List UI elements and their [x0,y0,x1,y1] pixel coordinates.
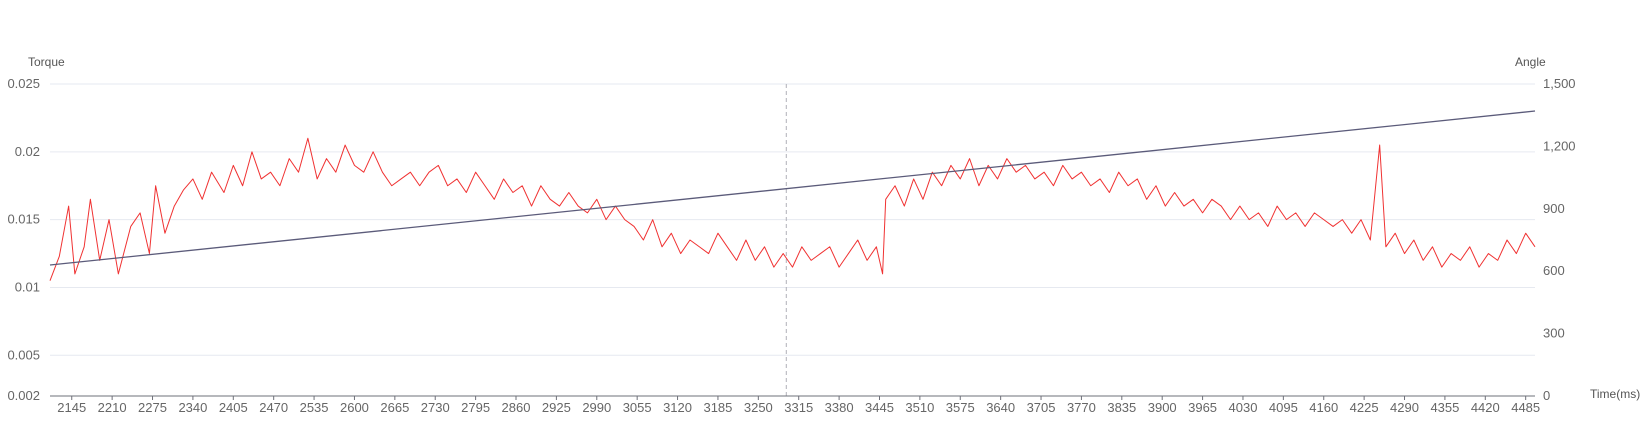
x-tick-label: 2340 [178,400,207,415]
x-tick-label: 2860 [502,400,531,415]
right-tick-label: 300 [1543,326,1565,341]
right-tick-label: 1,200 [1543,138,1576,153]
left-tick-label: 0.002 [7,388,40,403]
left-tick-label: 0.01 [15,279,40,294]
x-tick-label: 2145 [57,400,86,415]
x-tick-label: 4355 [1430,400,1459,415]
x-tick-label: 3315 [784,400,813,415]
left-tick-label: 0.02 [15,144,40,159]
x-tick-label: 3120 [663,400,692,415]
x-tick-label: 3770 [1067,400,1096,415]
grid-lines [50,83,1535,356]
x-tick-label: 4290 [1390,400,1419,415]
x-tick-label: 2275 [138,400,167,415]
x-tick-label: 2210 [98,400,127,415]
x-tick-label: 2665 [380,400,409,415]
x-tick-label: 3055 [623,400,652,415]
x-tick-label: 4225 [1350,400,1379,415]
x-tick-label: 3900 [1148,400,1177,415]
x-tick-label: 2990 [582,400,611,415]
axis-layer: 0.002 0.005 0.01 0.015 0.02 0.025 0 300 600 900 1,… [7,76,1575,415]
x-tick-label: 4420 [1471,400,1500,415]
x-tick-label: 3575 [946,400,975,415]
torque-series-line [49,137,1536,281]
x-tick-label: 4485 [1511,400,1540,415]
x-tick-label: 4160 [1309,400,1338,415]
right-axis-title: Angle [1515,55,1546,69]
x-tick-label: 2405 [219,400,248,415]
left-tick-label: 0.015 [7,212,40,227]
x-tick-label: 3510 [905,400,934,415]
x-tick-label: 3185 [703,400,732,415]
x-tick-label: 3250 [744,400,773,415]
x-tick-label: 3835 [1107,400,1136,415]
left-axis-title: Torque [28,55,65,69]
x-tick-label: 4095 [1269,400,1298,415]
x-tick-label: 3965 [1188,400,1217,415]
right-tick-label: 900 [1543,201,1565,216]
x-tick-label: 2600 [340,400,369,415]
x-tick-label: 2535 [300,400,329,415]
x-axis-title: Time(ms) [1590,387,1640,401]
right-tick-label: 0 [1543,388,1550,403]
left-tick-label: 0.005 [7,347,40,362]
x-tick-label: 2925 [542,400,571,415]
x-tick-label: 3705 [1027,400,1056,415]
x-tick-label: 2730 [421,400,450,415]
x-tick-label: 4030 [1229,400,1258,415]
series-layer [49,110,1536,281]
angle-series-line [49,110,1536,266]
x-tick-label: 3445 [865,400,894,415]
right-tick-label: 1,500 [1543,76,1576,91]
right-tick-label: 600 [1543,263,1565,278]
left-tick-label: 0.025 [7,76,40,91]
x-tick-label: 2470 [259,400,288,415]
x-tick-label: 3640 [986,400,1015,415]
x-tick-label: 3380 [825,400,854,415]
x-tick-label: 2795 [461,400,490,415]
